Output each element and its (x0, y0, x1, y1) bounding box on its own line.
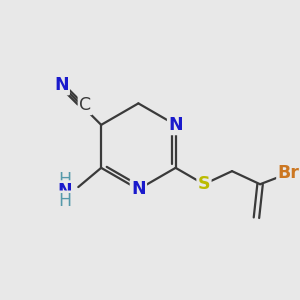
Text: H: H (58, 192, 71, 210)
Text: N: N (131, 180, 146, 198)
Text: H: H (58, 172, 71, 190)
Text: N: N (54, 76, 69, 94)
Text: N: N (57, 182, 72, 200)
Text: C: C (79, 96, 91, 114)
Text: Br: Br (278, 164, 299, 182)
Text: S: S (198, 175, 210, 193)
Text: N: N (168, 116, 183, 134)
